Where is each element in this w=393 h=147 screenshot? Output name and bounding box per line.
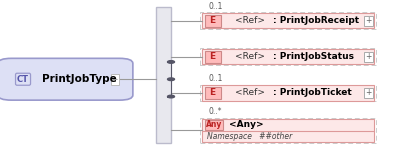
Text: +: + [365, 88, 371, 97]
Circle shape [167, 61, 174, 63]
Text: E: E [209, 16, 216, 25]
Bar [202, 85, 374, 101]
Bar [204, 87, 221, 99]
Bar [156, 7, 171, 143]
Text: E: E [209, 88, 216, 97]
Bar [202, 118, 374, 142]
Bar [204, 51, 221, 63]
Text: CT: CT [17, 75, 29, 84]
Text: Namespace   ##other: Namespace ##other [207, 132, 292, 141]
Text: E: E [209, 52, 216, 61]
Bar [204, 120, 223, 130]
Text: 0..1: 0..1 [208, 2, 222, 11]
Text: +: + [365, 52, 371, 61]
Text: PrintJobType: PrintJobType [42, 74, 116, 84]
Bar [204, 15, 221, 27]
Bar [202, 49, 374, 65]
Circle shape [167, 95, 174, 98]
Text: : PrintJobStatus: : PrintJobStatus [273, 52, 354, 61]
Bar [202, 13, 374, 28]
Text: <Ref>: <Ref> [235, 52, 265, 61]
Bar [200, 12, 376, 29]
Bar [364, 88, 373, 98]
Circle shape [167, 78, 174, 81]
Text: : PrintJobTicket: : PrintJobTicket [273, 88, 351, 97]
Text: −: − [112, 75, 118, 84]
Text: <Ref>: <Ref> [235, 16, 265, 25]
Bar [111, 74, 119, 85]
Bar [364, 52, 373, 62]
Bar [200, 118, 376, 143]
Text: 0..*: 0..* [208, 107, 222, 116]
Text: Any: Any [206, 120, 222, 129]
Text: 0..1: 0..1 [208, 74, 222, 83]
Bar [364, 16, 373, 26]
Text: +: + [365, 16, 371, 25]
Bar [200, 85, 376, 101]
Text: : PrintJobReceipt: : PrintJobReceipt [273, 16, 359, 25]
Text: <Any>: <Any> [229, 120, 263, 129]
FancyBboxPatch shape [0, 58, 133, 100]
Text: <Ref>: <Ref> [235, 88, 265, 97]
Bar [200, 49, 376, 65]
